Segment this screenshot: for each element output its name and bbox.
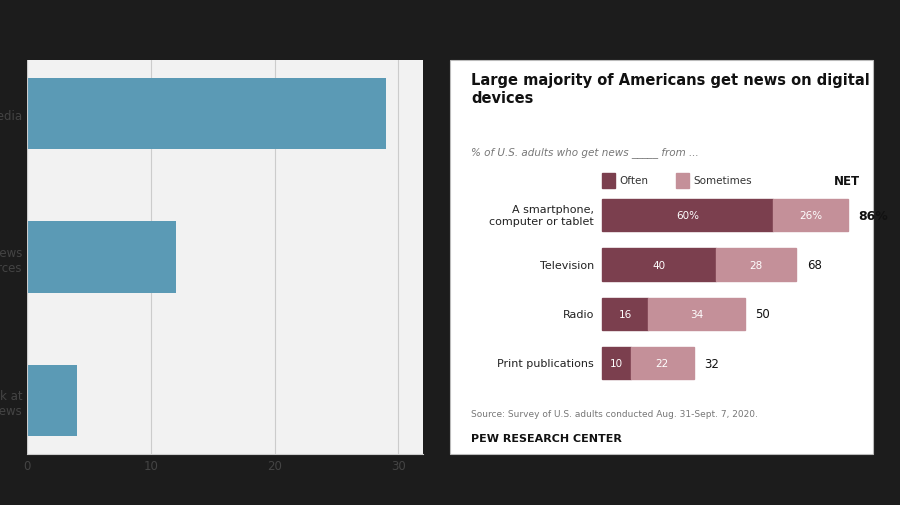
- Text: 50: 50: [755, 308, 770, 321]
- Bar: [602, 347, 631, 380]
- Text: Sometimes: Sometimes: [693, 176, 752, 186]
- Text: 60%: 60%: [677, 211, 699, 221]
- Text: % of U.S. adults who get news _____ from ...: % of U.S. adults who get news _____ from…: [472, 147, 699, 158]
- Bar: [602, 199, 773, 232]
- Text: 16: 16: [618, 309, 632, 319]
- Text: 68: 68: [806, 259, 822, 272]
- Text: 10: 10: [610, 359, 623, 369]
- FancyBboxPatch shape: [450, 61, 873, 454]
- Bar: [631, 347, 694, 380]
- Text: 34: 34: [689, 309, 703, 319]
- Text: Source: Survey of U.S. adults conducted Aug. 31-Sept. 7, 2020.: Source: Survey of U.S. adults conducted …: [472, 409, 758, 418]
- Bar: [773, 199, 848, 232]
- Bar: [676, 174, 689, 188]
- Text: Large majority of Americans get news on digital
devices: Large majority of Americans get news on …: [472, 72, 870, 106]
- Text: Print publications: Print publications: [497, 359, 594, 369]
- Text: 40: 40: [652, 260, 666, 270]
- Bar: [27, 78, 386, 150]
- Bar: [716, 249, 796, 281]
- Text: Television: Television: [540, 260, 594, 270]
- Text: A smartphone,
computer or tablet: A smartphone, computer or tablet: [489, 205, 594, 227]
- Bar: [602, 174, 615, 188]
- Bar: [27, 222, 176, 293]
- Bar: [27, 365, 76, 437]
- Text: 22: 22: [655, 359, 669, 369]
- Bar: [602, 298, 648, 330]
- Text: NET: NET: [834, 175, 860, 188]
- Bar: [648, 298, 745, 330]
- Text: 32: 32: [704, 357, 719, 370]
- Text: 26%: 26%: [799, 211, 822, 221]
- Bar: [602, 249, 716, 281]
- Text: Often: Often: [619, 176, 648, 186]
- Text: 86%: 86%: [859, 209, 888, 222]
- Text: Radio: Radio: [562, 309, 594, 319]
- Text: PEW RESEARCH CENTER: PEW RESEARCH CENTER: [472, 433, 622, 443]
- Text: 28: 28: [750, 260, 763, 270]
